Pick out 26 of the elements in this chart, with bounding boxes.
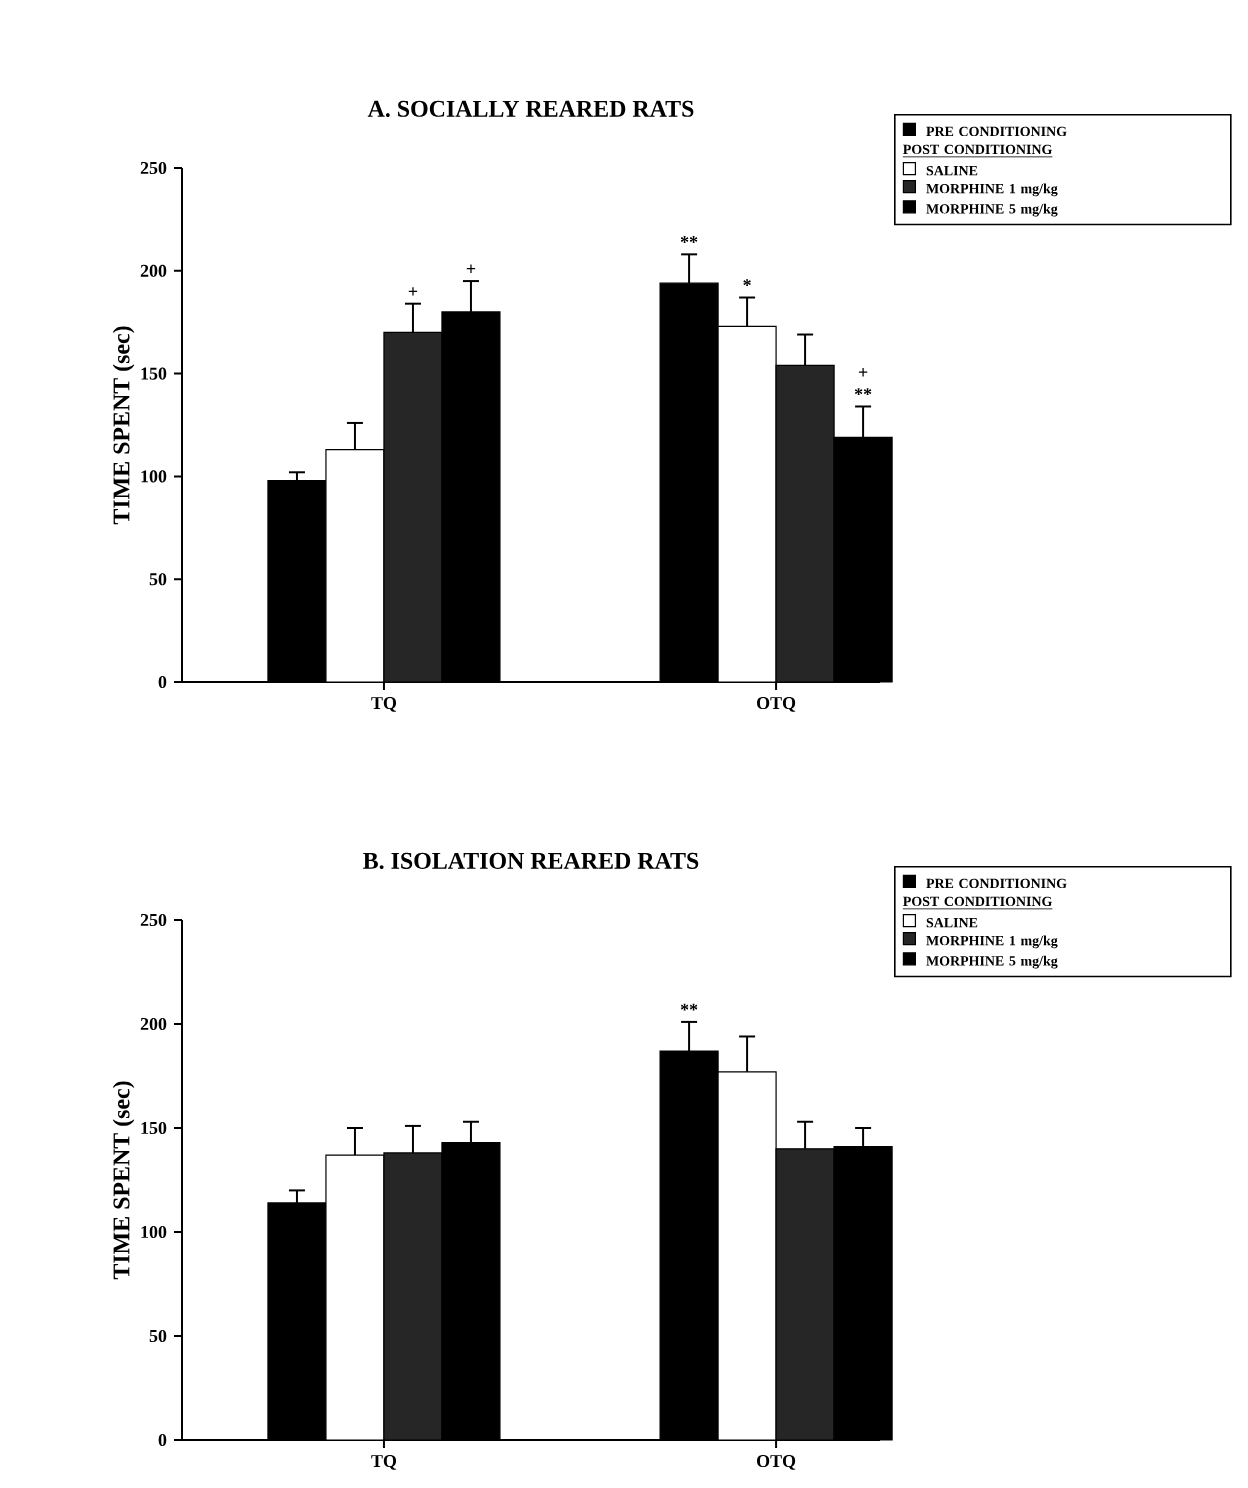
x-tick-label: OTQ (757, 697, 796, 712)
y-tick-label: 250 (140, 161, 167, 175)
y-tick-label: 250 (140, 913, 167, 927)
y-axis-title: TIME SPENT (sec) (112, 326, 135, 525)
chart-title: A. SOCIALLY REARED RATS (367, 100, 694, 117)
x-tick-label: OTQ (757, 1455, 796, 1470)
x-tick-label: TQ (371, 1455, 397, 1470)
x-tick-label: TQ (371, 697, 397, 712)
data-label: + ** (854, 368, 872, 396)
y-tick-label: 0 (158, 675, 167, 689)
y-tick-label: 200 (140, 1017, 167, 1031)
y-tick-label: 50 (149, 1329, 167, 1343)
data-label: + (466, 264, 476, 273)
data-label: * (743, 279, 751, 287)
y-axis-title: TIME SPENT (sec) (112, 1081, 135, 1280)
data-label: + (408, 287, 418, 296)
y-tick-label: 100 (141, 470, 167, 483)
chart-title: B. ISOLATION REARED RATS (363, 852, 699, 869)
data-label: ** (680, 1003, 698, 1011)
y-tick-label: 0 (158, 1433, 167, 1447)
y-tick-label: 150 (141, 1121, 167, 1135)
y-tick-label: 50 (149, 573, 167, 586)
data-label: ** (680, 236, 698, 243)
y-tick-label: 100 (141, 1225, 167, 1239)
y-tick-label: 200 (140, 264, 167, 277)
y-tick-label: 150 (141, 367, 167, 380)
